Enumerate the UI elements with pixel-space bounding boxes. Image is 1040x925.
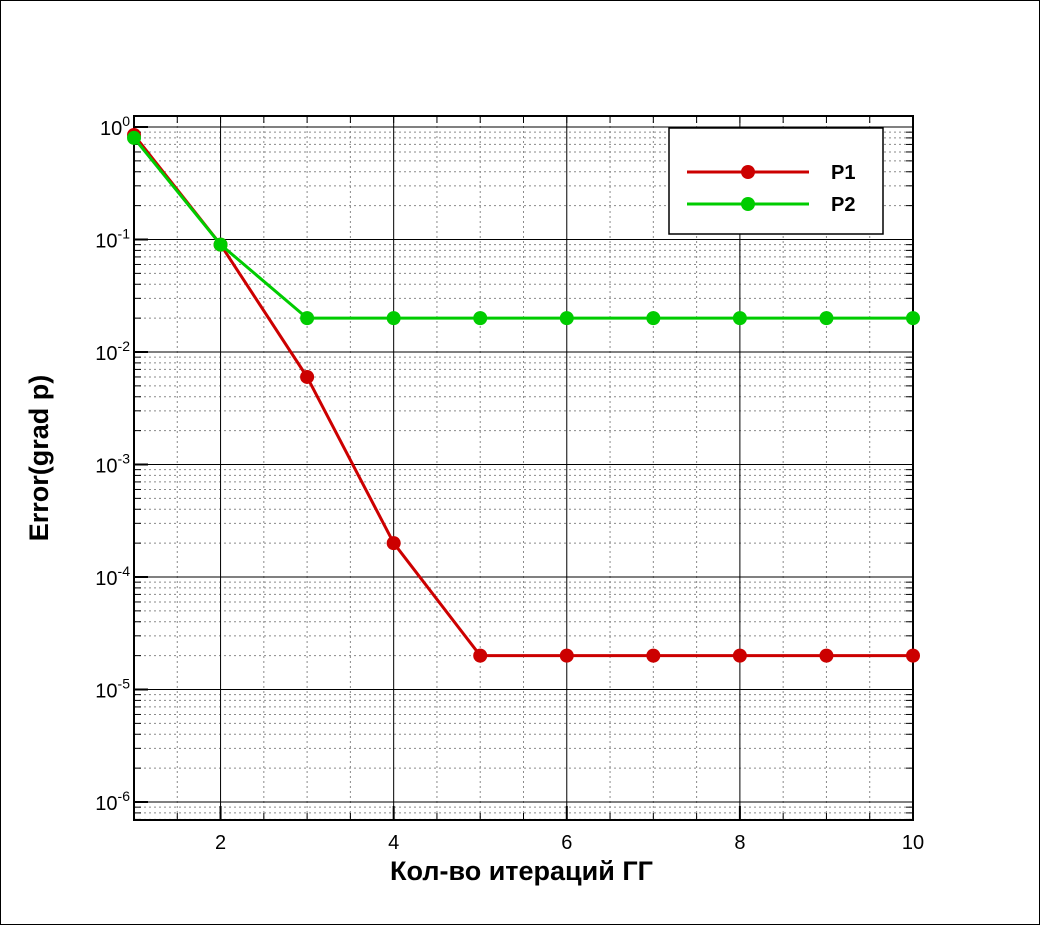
y-tick-label: 10-2 <box>95 338 130 365</box>
legend-marker-p1 <box>741 165 755 179</box>
plot-area-border <box>133 115 914 821</box>
y-tick-label: 10-4 <box>95 563 130 590</box>
data-point-p2 <box>213 237 228 252</box>
data-point-p1 <box>906 648 920 663</box>
y-tick-label: 10-6 <box>95 788 130 815</box>
y-tick-label: 10-3 <box>95 451 130 478</box>
legend-box <box>668 127 884 235</box>
x-tick-label: 4 <box>388 832 399 854</box>
series-line-p1 <box>132 133 913 658</box>
data-point-p1 <box>646 648 661 663</box>
data-point-p2 <box>559 311 574 326</box>
series-p2 <box>127 130 920 326</box>
series-layer <box>127 127 920 663</box>
x-tick-label: 10 <box>902 832 924 854</box>
major-grid <box>134 116 914 820</box>
data-point-p1 <box>473 648 488 663</box>
y-tick-label: 10-5 <box>95 676 130 703</box>
data-point-p2 <box>127 130 141 145</box>
minor-grid <box>134 116 913 820</box>
data-point-p2 <box>300 311 315 326</box>
data-point-p1 <box>819 648 834 663</box>
x-tick-labels: 2 4 6 8 10 <box>215 832 924 854</box>
data-point-p1 <box>386 536 401 551</box>
data-point-p2 <box>473 311 488 326</box>
x-tick-label: 8 <box>734 832 745 854</box>
legend-marker-p2 <box>741 197 755 211</box>
y-tick-label: 100 <box>100 113 130 140</box>
x-tick-label: 2 <box>215 832 226 854</box>
data-point-p1 <box>300 369 315 384</box>
legend-label-p2: P2 <box>831 194 855 216</box>
data-point-p2 <box>386 311 401 326</box>
y-tick-labels: 100 10-1 10-2 10-3 10-4 10-5 10-6 <box>95 113 130 815</box>
x-tick-label: 6 <box>561 832 572 854</box>
x-axis-title: Кол-во итераций ГГ <box>390 856 653 886</box>
data-point-p2 <box>906 311 920 326</box>
data-point-p2 <box>819 311 834 326</box>
y-tick-label: 10-1 <box>95 226 130 253</box>
series-line-p2 <box>132 136 913 320</box>
data-point-p1 <box>732 648 747 663</box>
data-point-p2 <box>646 311 661 326</box>
data-point-p2 <box>732 311 747 326</box>
data-point-p1 <box>559 648 574 663</box>
y-axis-title: Error(grad p) <box>24 375 54 542</box>
legend-label-p1: P1 <box>831 162 855 184</box>
